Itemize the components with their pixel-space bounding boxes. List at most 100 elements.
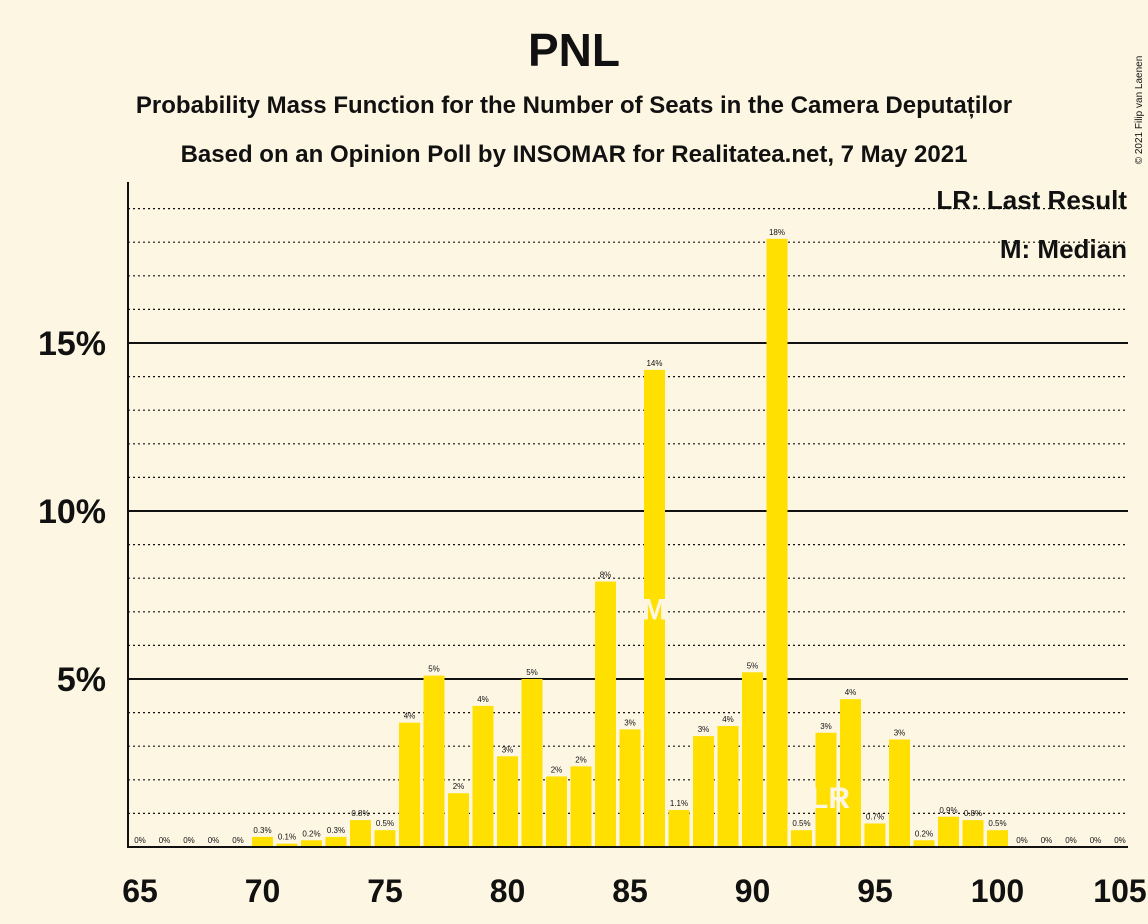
bar-seat-94: [840, 699, 861, 847]
value-label-seat-68: 0%: [208, 836, 220, 845]
bar-seat-92: [791, 830, 812, 847]
value-label-seat-94: 4%: [845, 688, 857, 697]
chart-title: PNL: [528, 24, 620, 76]
x-tick-label-90: 90: [735, 873, 771, 909]
value-label-seat-75: 0.5%: [376, 819, 394, 828]
value-label-seat-70: 0.3%: [253, 826, 271, 835]
bar-seat-89: [717, 726, 739, 847]
value-label-seat-80: 3%: [502, 745, 514, 754]
value-label-seat-85: 3%: [624, 718, 636, 727]
y-tick-label-10: 10%: [38, 493, 106, 531]
value-label-seat-83: 2%: [575, 755, 587, 764]
value-label-seat-73: 0.3%: [327, 826, 345, 835]
bar-seat-70: [252, 836, 273, 847]
value-label-seat-96: 3%: [894, 728, 906, 737]
value-label-seat-81: 5%: [526, 668, 538, 677]
bar-seat-84: [595, 581, 616, 847]
value-label-seat-74: 0.8%: [351, 809, 369, 818]
bar-seat-71: [276, 843, 298, 847]
bar-seat-73: [325, 836, 347, 847]
x-tick-label-65: 65: [122, 873, 158, 909]
value-label-seat-101: 0%: [1016, 836, 1028, 845]
bar-seat-93: [815, 732, 837, 847]
bar-seat-100: [987, 830, 1008, 847]
bar-seat-83: [570, 766, 592, 847]
bar-seat-90: [742, 672, 763, 847]
value-label-seat-84: 8%: [600, 571, 612, 580]
markers: M LR: [642, 593, 850, 815]
value-label-seat-65: 0%: [134, 836, 146, 845]
gridlines: [128, 208, 1128, 815]
bar-seat-95: [864, 823, 886, 847]
bar-seat-98: [938, 816, 959, 847]
x-tick-label-100: 100: [971, 873, 1024, 909]
x-tick-label-80: 80: [490, 873, 526, 909]
bar-seat-97: [913, 840, 935, 847]
bar-seat-80: [497, 756, 518, 847]
value-label-seat-105: 0%: [1114, 836, 1126, 845]
value-label-seat-82: 2%: [551, 765, 563, 774]
bar-seat-96: [889, 739, 910, 847]
value-label-seat-95: 0.7%: [866, 812, 884, 821]
axes: [127, 182, 1128, 848]
y-tick-label-15: 15%: [38, 325, 106, 363]
value-label-seat-91: 18%: [769, 228, 785, 237]
bar-seat-77: [423, 675, 445, 847]
bar-seat-86: [644, 369, 665, 847]
value-label-seat-103: 0%: [1065, 836, 1077, 845]
y-tick-label-5: 5%: [57, 661, 106, 699]
bar-seat-76: [399, 722, 420, 847]
x-tick-label-85: 85: [612, 873, 648, 909]
value-label-seat-71: 0.1%: [278, 833, 296, 842]
copyright-credit: © 2021 Filip van Laenen: [1134, 56, 1145, 165]
value-label-seat-76: 4%: [404, 712, 416, 721]
bar-seat-82: [546, 776, 567, 847]
value-label-seat-90: 5%: [747, 661, 759, 670]
bar-seat-85: [619, 729, 641, 847]
value-label-seat-77: 5%: [428, 665, 440, 674]
bar-seat-91: [766, 238, 788, 848]
x-tick-label-105: 105: [1093, 873, 1146, 909]
value-label-seat-104: 0%: [1090, 836, 1102, 845]
value-label-seat-72: 0.2%: [302, 829, 320, 838]
value-label-seat-99: 0.8%: [964, 809, 982, 818]
value-label-seat-87: 1.1%: [670, 799, 688, 808]
value-label-seat-97: 0.2%: [915, 829, 933, 838]
value-label-seat-98: 0.9%: [939, 806, 957, 815]
bar-seat-72: [301, 840, 322, 847]
legend-median: M: Median: [1000, 234, 1127, 264]
x-tick-labels: 65 70 75 80 85 90 95 100 105: [122, 873, 1146, 909]
value-label-seat-86: 14%: [646, 359, 662, 368]
value-label-seat-79: 4%: [477, 695, 489, 704]
bar-seat-88: [693, 736, 714, 847]
bar-seat-79: [472, 705, 494, 847]
bar-seat-74: [350, 820, 371, 847]
bar-seat-78: [448, 793, 469, 847]
value-label-seat-78: 2%: [453, 782, 465, 791]
x-tick-label-75: 75: [367, 873, 403, 909]
bars: [252, 238, 1008, 848]
value-label-seat-92: 0.5%: [792, 819, 810, 828]
x-tick-label-70: 70: [245, 873, 281, 909]
bar-seat-75: [374, 830, 396, 847]
median-marker: M: [642, 593, 667, 626]
y-tick-labels: 5% 10% 15%: [38, 325, 106, 699]
bar-seat-99: [962, 820, 984, 847]
value-labels: 0% 0% 0% 0% 0% 0.3% 0.1% 0.2% 0.3% 0.8% 0.5% 4% 5% 2%…: [134, 228, 1126, 845]
value-label-seat-67: 0%: [183, 836, 195, 845]
value-label-seat-66: 0%: [159, 836, 171, 845]
value-label-seat-89: 4%: [722, 715, 734, 724]
chart-subtitle: Probability Mass Function for the Number…: [136, 92, 1012, 119]
value-label-seat-93: 3%: [820, 722, 832, 731]
x-tick-label-95: 95: [857, 873, 893, 909]
bar-seat-87: [668, 810, 690, 847]
value-label-seat-88: 3%: [698, 725, 710, 734]
value-label-seat-102: 0%: [1041, 836, 1053, 845]
last-result-marker: LR: [810, 782, 850, 815]
value-label-seat-100: 0.5%: [988, 819, 1006, 828]
value-label-seat-69: 0%: [232, 836, 244, 845]
chart-subtitle-source: Based on an Opinion Poll by INSOMAR for …: [181, 141, 968, 168]
legend-last-result: LR: Last Result: [936, 185, 1127, 215]
bar-seat-81: [521, 679, 543, 847]
